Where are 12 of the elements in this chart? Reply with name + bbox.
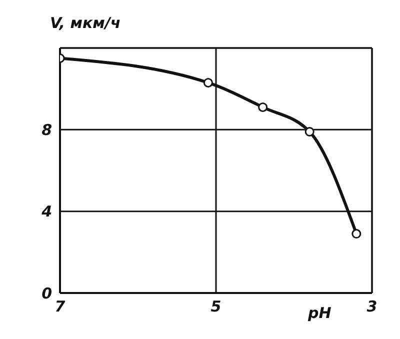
point <box>258 102 268 112</box>
x-axis-title: pH <box>308 304 332 322</box>
y-axis-title: V, мкм/ч <box>50 14 121 32</box>
x-tick-label: 5 <box>210 298 222 316</box>
y-tick-label: 8 <box>42 120 52 139</box>
x-tick-label: 3 <box>366 298 378 316</box>
y-tick-label: 4 <box>40 202 52 221</box>
x-tick-label: 7 <box>54 298 66 316</box>
point <box>304 126 314 136</box>
point <box>352 229 362 239</box>
point <box>203 78 213 88</box>
y-tick-label: 0 <box>42 284 52 302</box>
